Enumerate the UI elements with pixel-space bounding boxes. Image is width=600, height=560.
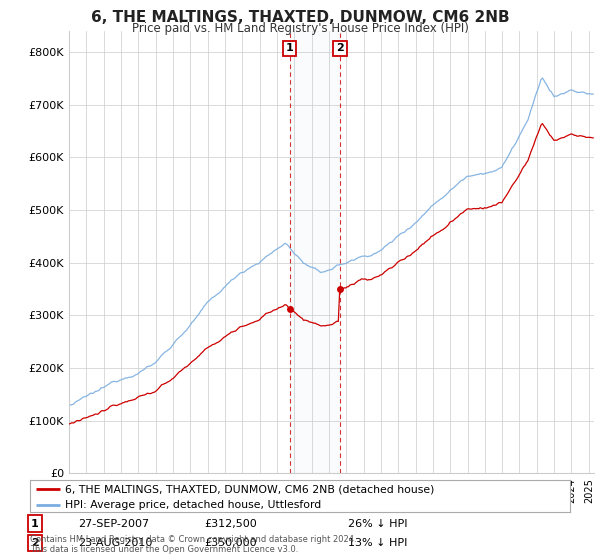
Text: 1: 1 bbox=[286, 44, 293, 54]
Text: 2: 2 bbox=[336, 44, 344, 54]
Bar bbox=[290, 31, 340, 473]
Text: £312,500: £312,500 bbox=[204, 519, 257, 529]
Text: Contains HM Land Registry data © Crown copyright and database right 2024.
This d: Contains HM Land Registry data © Crown c… bbox=[30, 535, 356, 554]
Text: 2: 2 bbox=[31, 538, 38, 548]
Text: £350,000: £350,000 bbox=[204, 538, 257, 548]
Text: 13% ↓ HPI: 13% ↓ HPI bbox=[348, 538, 407, 548]
Text: 26% ↓ HPI: 26% ↓ HPI bbox=[348, 519, 407, 529]
Text: HPI: Average price, detached house, Uttlesford: HPI: Average price, detached house, Uttl… bbox=[65, 500, 322, 510]
Text: 23-AUG-2010: 23-AUG-2010 bbox=[78, 538, 152, 548]
Text: 27-SEP-2007: 27-SEP-2007 bbox=[78, 519, 149, 529]
Text: 6, THE MALTINGS, THAXTED, DUNMOW, CM6 2NB: 6, THE MALTINGS, THAXTED, DUNMOW, CM6 2N… bbox=[91, 10, 509, 25]
Text: Price paid vs. HM Land Registry's House Price Index (HPI): Price paid vs. HM Land Registry's House … bbox=[131, 22, 469, 35]
Text: 6, THE MALTINGS, THAXTED, DUNMOW, CM6 2NB (detached house): 6, THE MALTINGS, THAXTED, DUNMOW, CM6 2N… bbox=[65, 484, 434, 494]
Text: 1: 1 bbox=[31, 519, 38, 529]
